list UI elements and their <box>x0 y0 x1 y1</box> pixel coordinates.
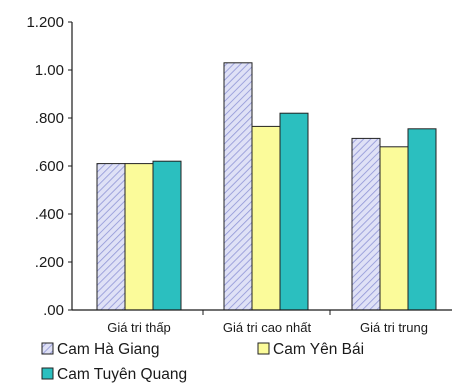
x-category-label: Giá tri thấp <box>107 320 171 335</box>
y-tick-label: .400 <box>35 206 64 223</box>
legend-swatch <box>41 367 54 380</box>
bar <box>279 112 309 311</box>
y-tick-label: .600 <box>35 158 64 175</box>
axes <box>71 22 452 315</box>
y-tick-label: .800 <box>35 110 64 127</box>
bar <box>96 163 126 311</box>
y-tick-label: 1.00 <box>35 62 64 79</box>
y-tick-label: .00 <box>43 302 64 319</box>
x-category-label: Giá tri trung <box>360 320 428 335</box>
x-category-label: Giá tri cao nhất <box>223 320 312 335</box>
bar <box>152 160 182 311</box>
y-tick-label: 1.200 <box>26 14 64 31</box>
bar <box>251 125 281 311</box>
legend-label: Cam Tuyên Quang <box>57 366 187 383</box>
y-tick-label: .200 <box>35 254 64 271</box>
bars <box>96 62 437 311</box>
legend: Cam Hà Giang Cam Yên Bái Cam Tuyên Quang <box>41 341 364 383</box>
bar <box>223 62 253 311</box>
category-labels: Giá tri thấp Giá tri cao nhất Giá tri trun… <box>107 320 428 335</box>
y-axis-ticks: .00 .200 .400 .600 .800 1.00 1.200 <box>26 14 72 319</box>
legend-label: Cam Hà Giang <box>57 341 160 358</box>
legend-label: Cam Yên Bái <box>273 341 364 358</box>
bar <box>379 146 409 311</box>
bar <box>351 137 381 311</box>
bar <box>124 163 154 311</box>
bar <box>407 128 437 311</box>
legend-swatch <box>257 342 270 355</box>
legend-swatch <box>41 342 54 355</box>
